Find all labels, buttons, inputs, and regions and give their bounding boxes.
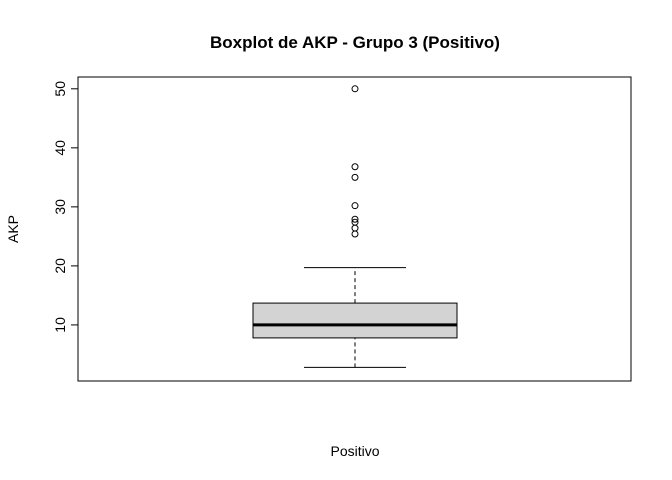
x-axis-label: Positivo	[330, 443, 379, 459]
box-group	[252, 267, 458, 368]
y-tick-label: 40	[52, 140, 68, 156]
chart-title: Boxplot de AKP - Grupo 3 (Positivo)	[210, 33, 500, 52]
outlier-point	[351, 224, 359, 232]
outlier-group	[351, 85, 359, 238]
y-tick-label: 10	[52, 317, 68, 333]
outlier-point	[351, 215, 359, 223]
y-tick-label: 30	[52, 199, 68, 215]
outlier-point	[351, 202, 359, 210]
outlier-point	[351, 163, 359, 171]
y-axis: 10 20 30 40 50	[52, 81, 79, 333]
outlier-point	[351, 218, 359, 226]
y-tick-label: 50	[52, 81, 68, 97]
outlier-point	[351, 85, 359, 93]
outlier-point	[351, 230, 359, 238]
y-axis-label: AKP	[5, 215, 21, 243]
outlier-point	[351, 173, 359, 181]
y-tick-label: 20	[52, 258, 68, 274]
iqr-box	[252, 302, 458, 339]
